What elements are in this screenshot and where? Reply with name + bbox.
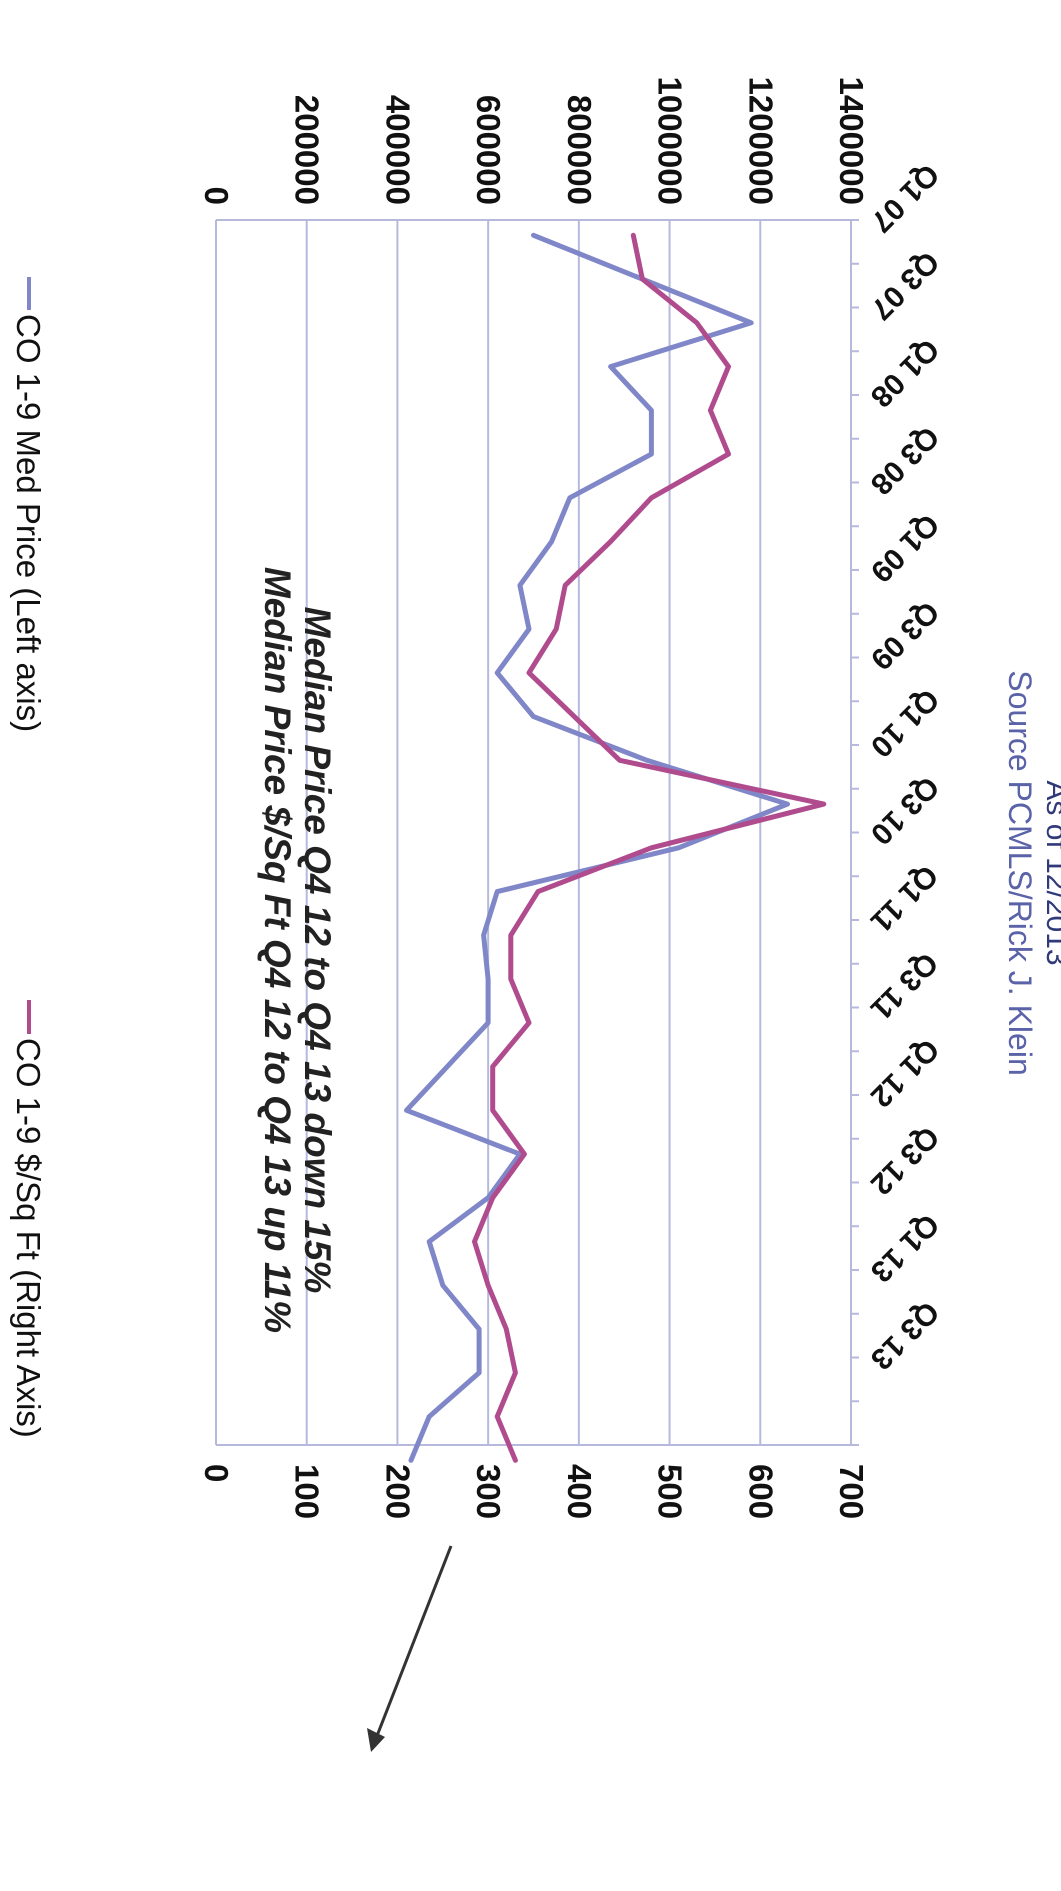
x-tick-label: Q1 11: [864, 858, 944, 938]
x-tick-label: Q1 13: [864, 1207, 945, 1288]
legend: CO 1-9 Med Price (Left axis) CO 1-9 $/Sq…: [10, 277, 47, 1438]
x-tick-label: Q1 10: [864, 682, 945, 763]
left-axis-tick-label: 1400000: [833, 77, 870, 205]
x-tick-label: Q3 09: [864, 595, 945, 676]
x-tick-label: Q1 07: [864, 157, 945, 238]
right-axis-tick-label: 500: [652, 1464, 689, 1519]
x-tick-label: Q1 08: [864, 332, 945, 413]
x-tick-label: Q3 10: [864, 770, 945, 851]
left-axis-tick-label: 800000: [561, 95, 598, 205]
x-tick-label: Q1 12: [864, 1032, 945, 1113]
chart-subtitle: Source PCMLS/Rick J. Klein: [1002, 670, 1038, 1075]
x-tick-label: Q3 11: [864, 946, 944, 1026]
right-axis-tick-label: 300: [470, 1464, 507, 1519]
right-axis-tick-label: 200: [379, 1464, 416, 1519]
trend-arrow: [367, 1545, 453, 1752]
series-line-sqft: [472, 232, 827, 1463]
x-tick-label: Q1 09: [864, 507, 945, 588]
left-axis-tick-label: 600000: [470, 95, 507, 205]
series-line-med-price: [404, 232, 790, 1463]
x-tick-label: Q3 13: [864, 1295, 945, 1376]
left-axis-tick-label: 200000: [289, 95, 326, 205]
grid-lines: [215, 220, 852, 1445]
x-tick-label: Q3 08: [864, 420, 945, 501]
left-axis-tick-label: 0: [198, 187, 235, 205]
chart-title: As of 12/2013: [1040, 780, 1061, 965]
right-axis-tick-label: 600: [742, 1464, 779, 1519]
right-axis-tick-label: 100: [289, 1464, 326, 1519]
left-axis-tick-label: 400000: [379, 95, 416, 205]
annotation-price: Median Price Q4 12 to Q4 13 down 15%: [297, 607, 338, 1294]
x-tick-label: Q3 07: [864, 245, 945, 326]
left-axis-tick-label: 1000000: [652, 77, 689, 205]
legend-label-sqft: CO 1-9 $/Sq Ft (Right Axis): [10, 1038, 47, 1438]
right-axis-tick-label: 0: [198, 1464, 235, 1482]
legend-label-med-price: CO 1-9 Med Price (Left axis): [10, 314, 47, 732]
right-axis-tick-label: 400: [561, 1464, 598, 1519]
annotation-sqft: Median Price $/Sq Ft Q4 12 to Q4 13 up 1…: [257, 567, 298, 1333]
left-axis-tick-label: 1200000: [742, 77, 779, 205]
x-tick-label: Q3 12: [864, 1120, 945, 1201]
right-axis-tick-label: 700: [833, 1464, 870, 1519]
series-lines: [404, 232, 827, 1463]
